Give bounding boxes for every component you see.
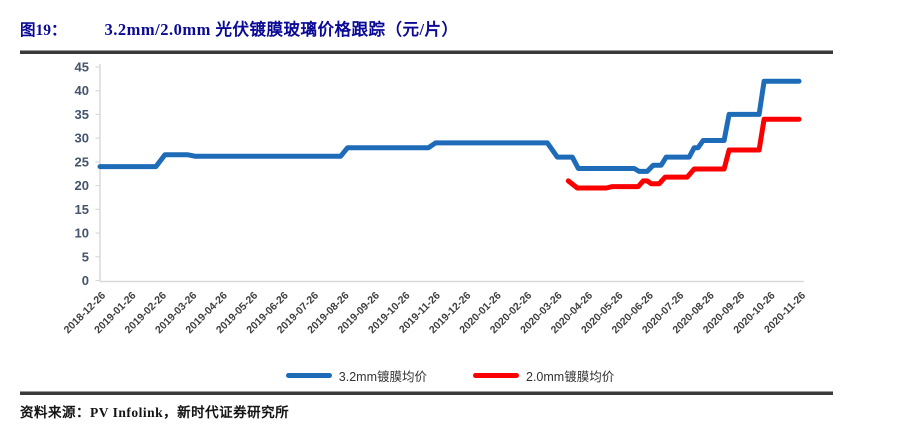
series-line-3.2mm (97, 78, 802, 174)
y-tick-label: 15 (75, 202, 89, 217)
legend-line-swatch (473, 373, 519, 378)
series-line-2.0mm (565, 116, 802, 191)
source-divider (20, 391, 833, 395)
y-tick-label: 40 (75, 83, 89, 98)
y-tick-label: 20 (75, 178, 89, 193)
legend-label: 3.2mm镀膜均价 (338, 370, 427, 384)
figure-header: 图19： 3.2mm/2.0mm 光伏镀膜玻璃价格跟踪（元/片） (20, 16, 880, 40)
y-tick-label: 25 (75, 154, 89, 169)
legend-item: 2.0mm镀膜均价 (473, 366, 614, 385)
y-tick-label: 10 (75, 226, 89, 241)
source-line: 资料来源：PV Infolink，新时代证券研究所 (20, 405, 290, 420)
chart-legend: 3.2mm镀膜均价 2.0mm镀膜均价 (0, 366, 900, 385)
legend-item: 3.2mm镀膜均价 (285, 366, 427, 385)
legend-label: 2.0mm镀膜均价 (526, 370, 615, 384)
y-tick-label: 35 (75, 107, 89, 122)
y-tick-label: 45 (75, 60, 89, 75)
y-tick-label: 5 (82, 249, 89, 264)
figure-number: 图19： (20, 22, 67, 39)
y-tick-label: 30 (75, 131, 89, 146)
figure-title: 3.2mm/2.0mm 光伏镀膜玻璃价格跟踪（元/片） (104, 20, 459, 39)
y-tick-label: 0 (82, 273, 89, 288)
title-divider (20, 50, 833, 54)
legend-line-swatch (285, 373, 332, 378)
